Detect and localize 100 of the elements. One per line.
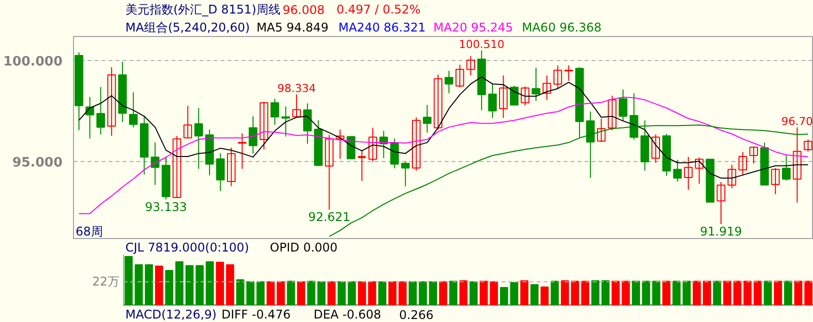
bar — [418, 281, 427, 306]
bar — [470, 281, 478, 306]
bar — [216, 262, 224, 306]
bar — [520, 280, 528, 306]
candlestick — [248, 116, 258, 154]
candlestick — [150, 142, 160, 186]
candlestick — [728, 164, 736, 189]
candlestick — [129, 92, 138, 128]
bar — [196, 265, 204, 306]
bar — [378, 281, 386, 306]
bar — [348, 281, 356, 306]
bar — [368, 281, 376, 306]
bar — [165, 270, 174, 306]
bar — [185, 265, 194, 306]
candlestick — [96, 86, 106, 135]
candlestick — [336, 129, 344, 160]
chart-title: CJL 7819.000(0:100) — [125, 240, 250, 254]
candlestick — [608, 95, 616, 131]
candlestick — [390, 138, 399, 169]
bar — [804, 280, 812, 306]
bar — [784, 280, 792, 306]
candlestick — [630, 92, 638, 140]
ref-line-label: 22万 — [92, 274, 120, 289]
candlestick — [444, 70, 454, 94]
candlestick — [684, 156, 693, 190]
x-axis-title: 68周 — [76, 224, 103, 238]
candlestick — [564, 64, 573, 82]
bar — [398, 281, 407, 306]
candlestick — [183, 105, 192, 138]
candlestick — [782, 154, 791, 182]
candlestick — [194, 108, 203, 170]
candlestick — [281, 106, 290, 137]
candlestick — [107, 66, 116, 136]
bar — [662, 280, 670, 306]
bar — [246, 281, 254, 306]
text: MA5 94.849 — [256, 20, 328, 34]
bar — [642, 280, 650, 306]
candlestick — [357, 150, 367, 182]
bar — [134, 264, 143, 306]
candlestick — [651, 134, 660, 164]
y-tick-label: 95.000 — [12, 156, 63, 171]
bar — [276, 281, 285, 306]
text: 0.497 / 0.52% — [336, 2, 421, 16]
candlestick — [368, 127, 378, 162]
bar — [581, 280, 590, 306]
candlestick — [324, 134, 334, 210]
text: 0.266 — [399, 308, 434, 322]
candlestick — [673, 159, 682, 182]
bar — [408, 281, 417, 306]
bar — [754, 280, 762, 306]
candlestick — [226, 147, 236, 187]
bar — [226, 264, 234, 306]
bar — [307, 280, 316, 306]
bar — [550, 280, 559, 306]
bar — [175, 261, 184, 306]
bar — [794, 280, 802, 306]
bar — [155, 266, 164, 306]
bar — [510, 282, 518, 306]
bar — [297, 281, 306, 306]
candlestick — [216, 152, 225, 192]
bar — [144, 264, 153, 306]
bar — [601, 280, 610, 306]
bar — [480, 280, 488, 306]
bar — [338, 281, 346, 306]
text: OPID 0.000 — [270, 240, 338, 254]
bar — [560, 280, 569, 306]
bar — [591, 280, 600, 306]
y-tick-label: 100.000 — [3, 54, 63, 70]
candlestick — [238, 132, 246, 170]
candlestick — [586, 111, 595, 178]
annotation: 100.510 — [458, 38, 504, 51]
bar — [449, 280, 458, 306]
bar — [236, 279, 244, 306]
bar — [764, 280, 772, 306]
annotation: 96.70 — [781, 114, 813, 128]
candlestick — [542, 74, 552, 100]
candlestick — [260, 101, 268, 150]
chart-title: 美元指数(外汇_D 8151)周线 — [125, 2, 280, 16]
bar — [744, 280, 752, 306]
bar — [530, 284, 539, 306]
bar — [540, 286, 549, 306]
candlestick — [694, 156, 704, 184]
text: DIFF -0.476 — [222, 308, 291, 322]
bar — [206, 261, 214, 306]
text: MA60 96.368 — [522, 20, 602, 34]
bar — [672, 280, 681, 306]
bar — [632, 280, 640, 306]
bar — [256, 281, 265, 306]
bar — [124, 256, 133, 306]
bar — [622, 280, 630, 306]
bar — [358, 281, 366, 306]
bar — [286, 280, 296, 306]
candlestick — [792, 126, 802, 204]
bar — [571, 280, 580, 306]
bar — [774, 280, 782, 306]
text: 96.008 — [282, 3, 325, 17]
bar — [652, 280, 660, 306]
annotation: 92.621 — [308, 210, 350, 224]
text: MACD(12,26,9) — [125, 308, 217, 322]
candlestick — [379, 130, 388, 159]
